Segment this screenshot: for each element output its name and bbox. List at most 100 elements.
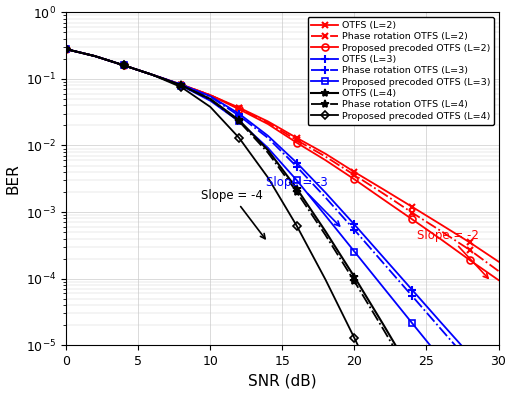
OTFS (L=4) xyxy=(294,186,300,191)
OTFS (L=2) xyxy=(63,47,69,52)
OTFS (L=2) xyxy=(236,105,242,110)
OTFS (L=2) xyxy=(178,82,184,87)
OTFS (L=4) xyxy=(236,118,242,123)
OTFS (L=4) xyxy=(207,97,214,101)
OTFS (L=2) xyxy=(265,119,271,124)
Phase rotation OTFS (L=2) xyxy=(409,210,415,215)
Proposed precoded OTFS (L=4) xyxy=(265,175,271,180)
Line: Proposed precoded OTFS (L=4): Proposed precoded OTFS (L=4) xyxy=(63,46,501,394)
Proposed precoded OTFS (L=2) xyxy=(121,63,127,68)
X-axis label: SNR (dB): SNR (dB) xyxy=(248,374,316,388)
OTFS (L=2) xyxy=(496,259,502,264)
Phase rotation OTFS (L=4) xyxy=(380,327,386,331)
Phase rotation OTFS (L=4) xyxy=(351,279,357,284)
OTFS (L=3) xyxy=(438,320,444,325)
Phase rotation OTFS (L=3) xyxy=(409,294,415,298)
Legend: OTFS (L=2), Phase rotation OTFS (L=2), Proposed precoded OTFS (L=2), OTFS (L=3),: OTFS (L=2), Phase rotation OTFS (L=2), P… xyxy=(308,17,494,125)
Proposed precoded OTFS (L=2) xyxy=(466,258,473,262)
Proposed precoded OTFS (L=2) xyxy=(207,93,214,98)
Phase rotation OTFS (L=3) xyxy=(294,164,300,169)
Line: Proposed precoded OTFS (L=3): Proposed precoded OTFS (L=3) xyxy=(63,46,501,394)
OTFS (L=3) xyxy=(207,94,214,98)
Phase rotation OTFS (L=3) xyxy=(323,195,329,200)
Phase rotation OTFS (L=2) xyxy=(323,154,329,159)
Proposed precoded OTFS (L=3) xyxy=(150,72,156,77)
OTFS (L=3) xyxy=(409,287,415,292)
Phase rotation OTFS (L=2) xyxy=(438,229,444,233)
Proposed precoded OTFS (L=3) xyxy=(466,392,473,394)
OTFS (L=3) xyxy=(178,82,184,87)
Proposed precoded OTFS (L=2) xyxy=(265,122,271,126)
Proposed precoded OTFS (L=2) xyxy=(409,217,415,221)
OTFS (L=3) xyxy=(150,72,156,77)
Proposed precoded OTFS (L=4) xyxy=(63,47,69,52)
Proposed precoded OTFS (L=4) xyxy=(150,72,156,77)
Proposed precoded OTFS (L=4) xyxy=(236,136,242,140)
Line: OTFS (L=3): OTFS (L=3) xyxy=(62,45,503,392)
Phase rotation OTFS (L=4) xyxy=(323,233,329,238)
OTFS (L=4) xyxy=(121,63,127,68)
Proposed precoded OTFS (L=4) xyxy=(351,336,357,340)
OTFS (L=4) xyxy=(265,148,271,152)
Phase rotation OTFS (L=3) xyxy=(351,227,357,232)
OTFS (L=2) xyxy=(466,240,473,245)
Proposed precoded OTFS (L=2) xyxy=(380,197,386,202)
OTFS (L=2) xyxy=(351,169,357,174)
OTFS (L=3) xyxy=(323,190,329,195)
Proposed precoded OTFS (L=3) xyxy=(236,119,242,124)
OTFS (L=2) xyxy=(380,187,386,191)
Proposed precoded OTFS (L=3) xyxy=(323,214,329,218)
Proposed precoded OTFS (L=2) xyxy=(351,177,357,182)
Proposed precoded OTFS (L=2) xyxy=(438,237,444,242)
Phase rotation OTFS (L=3) xyxy=(92,54,98,58)
Proposed precoded OTFS (L=3) xyxy=(294,178,300,183)
Proposed precoded OTFS (L=3) xyxy=(409,321,415,325)
Line: Phase rotation OTFS (L=4): Phase rotation OTFS (L=4) xyxy=(62,45,503,394)
Phase rotation OTFS (L=4) xyxy=(236,119,242,124)
Phase rotation OTFS (L=3) xyxy=(150,72,156,77)
Phase rotation OTFS (L=4) xyxy=(150,72,156,77)
Phase rotation OTFS (L=2) xyxy=(121,63,127,68)
Phase rotation OTFS (L=3) xyxy=(121,63,127,68)
Phase rotation OTFS (L=4) xyxy=(92,54,98,58)
Proposed precoded OTFS (L=2) xyxy=(63,47,69,52)
Proposed precoded OTFS (L=4) xyxy=(323,277,329,282)
OTFS (L=2) xyxy=(92,54,98,58)
Phase rotation OTFS (L=4) xyxy=(63,47,69,52)
Phase rotation OTFS (L=2) xyxy=(496,269,502,273)
Proposed precoded OTFS (L=4) xyxy=(294,223,300,228)
Proposed precoded OTFS (L=2) xyxy=(178,82,184,87)
OTFS (L=4) xyxy=(323,229,329,234)
Proposed precoded OTFS (L=4) xyxy=(207,104,214,109)
Proposed precoded OTFS (L=2) xyxy=(323,158,329,163)
Phase rotation OTFS (L=2) xyxy=(351,173,357,177)
Proposed precoded OTFS (L=4) xyxy=(121,63,127,68)
Line: Phase rotation OTFS (L=3): Phase rotation OTFS (L=3) xyxy=(62,45,503,394)
Text: Slope = -4: Slope = -4 xyxy=(201,189,265,239)
Proposed precoded OTFS (L=2) xyxy=(236,107,242,112)
Phase rotation OTFS (L=3) xyxy=(63,47,69,52)
Phase rotation OTFS (L=3) xyxy=(438,327,444,331)
Phase rotation OTFS (L=3) xyxy=(380,260,386,265)
OTFS (L=4) xyxy=(178,83,184,88)
Proposed precoded OTFS (L=3) xyxy=(438,356,444,361)
Proposed precoded OTFS (L=3) xyxy=(63,47,69,52)
OTFS (L=3) xyxy=(294,160,300,165)
OTFS (L=3) xyxy=(351,222,357,227)
Phase rotation OTFS (L=2) xyxy=(150,72,156,77)
Proposed precoded OTFS (L=2) xyxy=(150,72,156,77)
Phase rotation OTFS (L=2) xyxy=(92,54,98,58)
OTFS (L=2) xyxy=(207,93,214,98)
Phase rotation OTFS (L=2) xyxy=(294,138,300,143)
OTFS (L=4) xyxy=(409,371,415,375)
Phase rotation OTFS (L=3) xyxy=(265,136,271,140)
Proposed precoded OTFS (L=2) xyxy=(92,54,98,58)
OTFS (L=3) xyxy=(380,255,386,260)
OTFS (L=2) xyxy=(121,63,127,68)
Proposed precoded OTFS (L=3) xyxy=(351,249,357,254)
Phase rotation OTFS (L=2) xyxy=(178,82,184,87)
Proposed precoded OTFS (L=3) xyxy=(121,63,127,68)
OTFS (L=4) xyxy=(92,54,98,58)
Phase rotation OTFS (L=4) xyxy=(121,63,127,68)
OTFS (L=3) xyxy=(92,54,98,58)
